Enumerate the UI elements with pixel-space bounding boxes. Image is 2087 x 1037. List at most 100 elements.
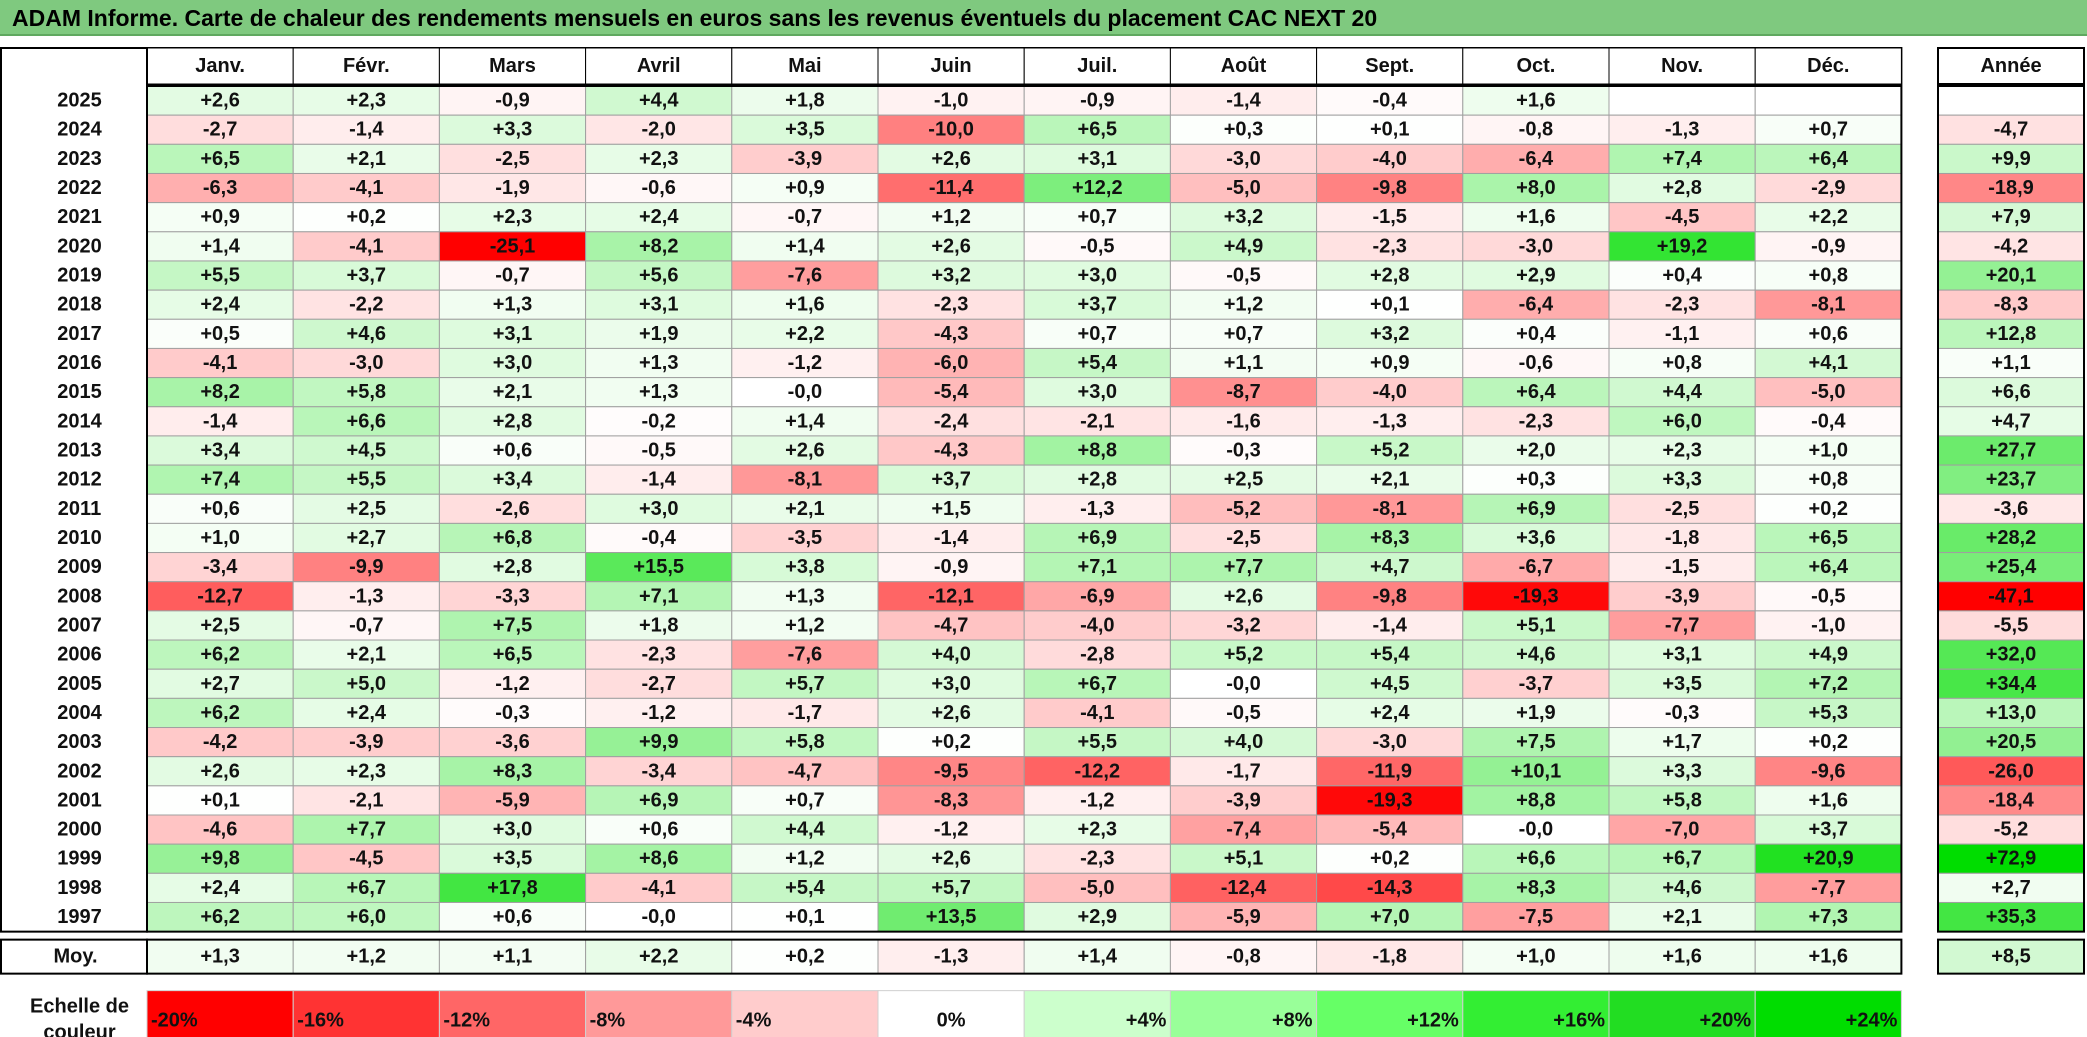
heatmap-cell [1169, 406, 1318, 437]
heatmap-cell-value: -4,1 [349, 177, 383, 199]
heatmap-cell-value: +2,4 [1370, 702, 1410, 724]
heatmap-cell [585, 435, 733, 466]
heatmap-cell [292, 639, 440, 670]
annual-cell-value: -18,4 [1988, 789, 2034, 811]
heatmap-cell-value: -1,2 [495, 673, 529, 695]
annual-cell [1937, 318, 2085, 349]
annual-cell [1937, 668, 2085, 699]
heatmap-cell-value: -2,0 [641, 119, 675, 141]
heatmap-cell [1754, 114, 1902, 145]
heatmap-cell-value: +3,0 [639, 498, 678, 520]
heatmap-cell [438, 668, 587, 699]
heatmap-cell-value: +5,5 [200, 265, 239, 287]
row-year-label: 2021 [57, 206, 102, 228]
heatmap-cell [585, 85, 733, 116]
heatmap-cell-value: -2,3 [934, 294, 968, 316]
heatmap-cell-value: -9,5 [934, 760, 968, 782]
heatmap-cell-value: +3,2 [1224, 206, 1263, 228]
heatmap-cell-value: +2,9 [1516, 265, 1555, 287]
column-header-label: Sept. [1365, 55, 1414, 77]
heatmap-cell-value: +6,4 [1516, 381, 1556, 403]
heatmap-cell [731, 785, 879, 816]
heatmap-cell-value: +2,1 [1662, 906, 1701, 928]
heatmap-cell [292, 610, 440, 641]
heatmap-cell-value: +1,8 [639, 614, 678, 636]
heatmap-cell [146, 610, 294, 641]
heatmap-cell [1316, 464, 1464, 495]
heatmap-cell [292, 464, 440, 495]
heatmap-cell [585, 610, 733, 641]
heatmap-cell [585, 901, 733, 933]
heatmap-cell-value: -2,3 [1665, 294, 1699, 316]
color-scale-swatch [585, 990, 733, 1037]
heatmap-cell [438, 493, 587, 524]
column-header-cell [1608, 47, 1756, 85]
heatmap-cell [1316, 581, 1464, 612]
heatmap-cell-value: +2,6 [200, 760, 239, 782]
heatmap-cell [438, 581, 587, 612]
annual-cell [1937, 406, 2085, 437]
heatmap-cell-value: +9,8 [200, 848, 239, 870]
color-scale-label: 0% [937, 1010, 966, 1032]
heatmap-cell-value: -2,5 [495, 148, 529, 170]
heatmap-cell-value: +2,6 [931, 148, 970, 170]
heatmap-cell-value: +1,2 [1224, 294, 1263, 316]
heatmap-cell [292, 318, 440, 349]
row-year-label: 2025 [57, 90, 102, 112]
heatmap-cell-value: -1,3 [1665, 119, 1699, 141]
heatmap-cell-value: -4,3 [934, 440, 968, 462]
heatmap-cell-value: +5,1 [1224, 848, 1263, 870]
annual-cell-value: +34,4 [1986, 673, 2037, 695]
heatmap-cell [877, 347, 1025, 379]
heatmap-cell [1754, 493, 1902, 524]
heatmap-cell-value: -4,1 [641, 877, 675, 899]
heatmap-cell [438, 522, 587, 554]
color-scale-label: +4% [1126, 1010, 1167, 1032]
column-header-label: Févr. [343, 55, 390, 77]
heatmap-cell-value: -0,6 [641, 177, 675, 199]
heatmap-cell-value: +2,5 [1224, 469, 1263, 491]
average-cell [1754, 939, 1902, 975]
heatmap-cell-value: -0,2 [641, 410, 675, 432]
heatmap-cell [292, 377, 440, 408]
heatmap-cell-value: +8,3 [1516, 877, 1555, 899]
heatmap-cell-value: +3,3 [1662, 469, 1701, 491]
annual-cell-value: +13,0 [1986, 702, 2037, 724]
heatmap-cell [585, 114, 733, 145]
heatmap-cell-value: +2,8 [1078, 469, 1117, 491]
heatmap-cell [585, 522, 733, 554]
row-label-column [0, 47, 148, 933]
heatmap-cell-value: +7,5 [1516, 731, 1555, 753]
heatmap-cell-value: -3,0 [1226, 148, 1260, 170]
average-cell [292, 939, 440, 975]
heatmap-cell [146, 114, 294, 145]
heatmap-cell [1023, 785, 1171, 816]
column-header-label: Déc. [1807, 55, 1849, 77]
heatmap-cell [1316, 493, 1464, 524]
heatmap-cell [1316, 610, 1464, 641]
heatmap-cell-value: +0,8 [1662, 352, 1701, 374]
heatmap-cell [438, 202, 587, 233]
heatmap-cell [1023, 260, 1171, 291]
heatmap-cell-value: +2,3 [1078, 819, 1117, 841]
average-row-label: Moy. [53, 946, 97, 968]
row-year-label: 2005 [57, 673, 102, 695]
heatmap-cell-value: +4,6 [1516, 644, 1555, 666]
row-year-label: 1998 [57, 877, 102, 899]
heatmap-cell-value: +0,7 [785, 789, 824, 811]
heatmap-cell [146, 901, 294, 933]
annual-cell [1937, 464, 2085, 495]
heatmap-cell-value: -1,8 [1665, 527, 1699, 549]
heatmap-cell-value: +2,8 [493, 410, 532, 432]
heatmap-cell [877, 697, 1025, 729]
heatmap-cell [1316, 668, 1464, 699]
row-year-label: 2009 [57, 556, 102, 578]
heatmap-cell [1316, 843, 1464, 874]
heatmap-cell [1023, 727, 1171, 758]
heatmap-cell-value: +15,5 [633, 556, 684, 578]
color-scale-label: +16% [1553, 1010, 1605, 1032]
heatmap-cell-value: -4,5 [349, 848, 383, 870]
heatmap-cell [1754, 668, 1902, 699]
heatmap-cell-value: -2,4 [934, 410, 969, 432]
heatmap-cell-value: +1,6 [785, 294, 824, 316]
